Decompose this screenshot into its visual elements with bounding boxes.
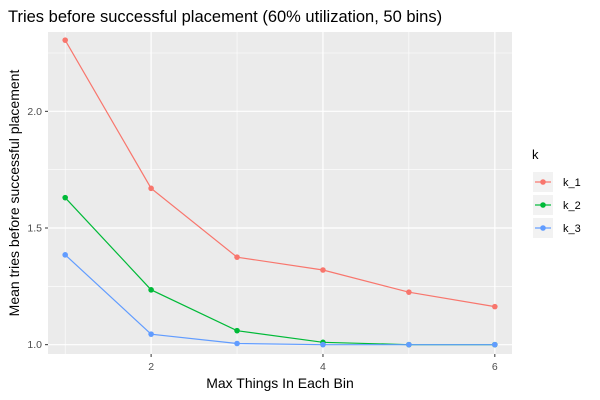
legend-title: k — [532, 147, 539, 162]
data-point-k-3 — [320, 341, 326, 348]
legend-key-point-k-2 — [540, 202, 546, 208]
data-point-k-1 — [148, 185, 154, 192]
x-tick-label: 2 — [148, 361, 154, 373]
data-point-k-1 — [492, 303, 498, 310]
minor-gridlines — [48, 32, 512, 354]
axes-layer: 2 4 6 1.0 1.5 2.0 — [27, 106, 498, 373]
data-point-k-3 — [492, 341, 498, 348]
data-point-k-1 — [320, 267, 326, 273]
data-point-k-2 — [62, 194, 68, 201]
series-line-k-3 — [64, 254, 495, 346]
data-point-k-3 — [406, 341, 412, 348]
y-axis-title: Mean tries before successful placement — [6, 70, 22, 317]
plot-panel — [48, 32, 512, 354]
legend-key-point-k-1 — [540, 179, 546, 185]
data-point-k-1 — [406, 289, 412, 295]
x-axis-title: Max Things In Each Bin — [206, 375, 354, 391]
x-tick-label: 4 — [320, 361, 326, 373]
legend-label-k-3: k_3 — [563, 223, 581, 235]
legend-label-k-2: k_2 — [563, 200, 581, 212]
legend-key-point-k-3 — [540, 225, 546, 231]
series-line-k-1 — [64, 39, 495, 308]
legend-label-k-1: k_1 — [563, 177, 581, 189]
chart-title: Tries before successful placement (60% u… — [8, 8, 442, 26]
y-tick-label: 1.5 — [27, 223, 42, 235]
data-point-k-3 — [234, 340, 240, 347]
data-point-k-3 — [148, 331, 154, 337]
y-tick-label: 2.0 — [27, 106, 42, 118]
x-tick-label: 6 — [492, 361, 498, 373]
data-point-k-2 — [148, 287, 154, 293]
series-layer — [62, 37, 498, 348]
data-point-k-1 — [62, 37, 68, 43]
data-point-k-1 — [234, 254, 240, 260]
y-tick-label: 1.0 — [27, 339, 42, 351]
legend: k k_1 k_2 k_3 — [532, 147, 581, 238]
data-point-k-3 — [62, 252, 68, 258]
data-point-k-2 — [234, 327, 240, 334]
